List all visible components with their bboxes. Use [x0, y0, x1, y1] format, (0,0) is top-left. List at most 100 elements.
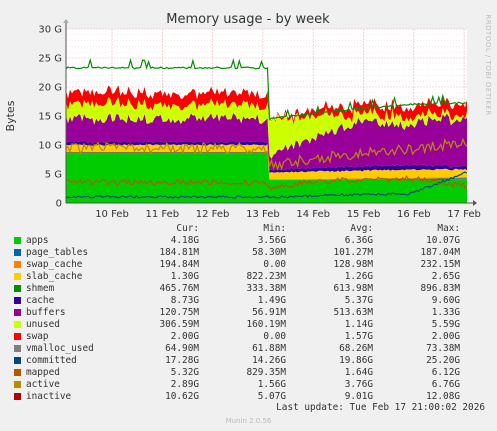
legend-name: committed — [26, 354, 77, 366]
legend-max: 10.07G — [426, 234, 460, 246]
header-avg: Avg: — [350, 222, 373, 234]
legend-cur: 17.28G — [165, 354, 199, 366]
legend-row-apps: apps 4.18G 3.56G 6.36G 10.07G — [14, 234, 492, 246]
legend-name: swap_cache — [26, 258, 83, 270]
legend-avg: 1.64G — [344, 366, 373, 378]
legend-row-buffers: buffers 120.75M 56.91M 513.63M 1.33G — [14, 306, 492, 318]
legend-name: cache — [26, 294, 55, 306]
legend-swatch — [14, 308, 21, 316]
legend-swatch — [14, 296, 21, 304]
legend-max: 73.38M — [426, 342, 460, 354]
legend-row-swap-cache: swap_cache 194.84M 0.00 128.98M 232.15M — [14, 258, 492, 270]
legend-name: shmem — [26, 282, 55, 294]
area-apps — [66, 153, 467, 203]
legend-max: 232.15M — [420, 258, 460, 270]
legend-max: 12.08G — [426, 390, 460, 402]
legend-avg: 1.26G — [344, 270, 373, 282]
legend-avg: 3.76G — [344, 378, 373, 390]
legend-avg: 1.57G — [344, 330, 373, 342]
legend: Cur: Min: Avg: Max: apps 4.18G 3.56G 6.36G 1… — [14, 222, 492, 402]
rrdtool-credit: RRDTOOL / TOBI OETIKER — [484, 14, 492, 115]
legend-cur: 2.89G — [170, 378, 199, 390]
legend-max: 9.60G — [431, 294, 460, 306]
legend-avg: 5.37G — [344, 294, 373, 306]
legend-swatch — [14, 332, 21, 340]
legend-swatch — [14, 380, 21, 388]
legend-min: 14.26G — [252, 354, 286, 366]
legend-min: 58.30M — [252, 246, 286, 258]
line-inactive — [65, 137, 468, 171]
legend-name: buffers — [26, 306, 66, 318]
x-axis-arrow-icon — [473, 200, 477, 206]
legend-swatch — [14, 344, 21, 352]
y-tick-label: 0 — [56, 199, 62, 210]
legend-max: 6.12G — [431, 366, 460, 378]
legend-name: apps — [26, 234, 49, 246]
legend-max: 896.83M — [420, 282, 460, 294]
legend-name: swap — [26, 330, 49, 342]
legend-max: 2.65G — [431, 270, 460, 282]
y-tick-label: 5 G — [45, 170, 62, 181]
legend-max: 2.00G — [431, 330, 460, 342]
line-committed — [65, 57, 468, 121]
legend-name: slab_cache — [26, 270, 83, 282]
last-update: Last update: Tue Feb 17 21:00:02 2026 — [276, 402, 485, 413]
legend-cur: 465.76M — [159, 282, 199, 294]
legend-swatch — [14, 272, 21, 280]
legend-cur: 5.32G — [170, 366, 199, 378]
legend-min: 0.00 — [263, 258, 286, 270]
legend-row-vmalloc-used: vmalloc_used 64.90M 61.88M 68.26M 73.38M — [14, 342, 492, 354]
legend-max: 25.20G — [426, 354, 460, 366]
legend-row-active: active 2.89G 1.56G 3.76G 6.76G — [14, 378, 492, 390]
legend-name: vmalloc_used — [26, 342, 94, 354]
legend-row-shmem: shmem 465.76M 333.38M 613.98M 896.83M — [14, 282, 492, 294]
legend-cur: 2.00G — [170, 330, 199, 342]
legend-avg: 128.98M — [333, 258, 373, 270]
legend-cur: 10.62G — [165, 390, 199, 402]
legend-swatch — [14, 236, 21, 244]
header-cur: Cur: — [176, 222, 199, 234]
area-cache — [66, 113, 467, 171]
legend-swatch — [14, 248, 21, 256]
legend-cur: 4.18G — [170, 234, 199, 246]
legend-row-slab-cache: slab_cache 1.30G 822.23M 1.26G 2.65G — [14, 270, 492, 282]
legend-swatch — [14, 392, 21, 400]
munin-version: Munin 2.0.56 — [225, 417, 272, 425]
line-mapped — [65, 171, 468, 199]
memory-chart: 0 5 G 10 G 15 G 20 G 25 G 30 G 10 Feb 11 Feb 12 F… — [4, 12, 492, 220]
legend-avg: 19.86G — [339, 354, 373, 366]
line-active — [65, 175, 468, 192]
legend-avg: 613.98M — [333, 282, 373, 294]
stacked-areas — [66, 85, 467, 203]
legend-cur: 184.81M — [159, 246, 199, 258]
legend-name: mapped — [26, 366, 60, 378]
legend-min: 1.49G — [257, 294, 286, 306]
legend-name: active — [26, 378, 60, 390]
line-series — [65, 57, 468, 199]
legend-cur: 64.90M — [165, 342, 199, 354]
area-unused — [66, 97, 467, 154]
legend-max: 187.04M — [420, 246, 460, 258]
y-axis-label: Bytes — [4, 100, 17, 131]
legend-max: 6.76G — [431, 378, 460, 390]
legend-row-mapped: mapped 5.32G 829.35M 1.64G 6.12G — [14, 366, 492, 378]
legend-row-cache: cache 8.73G 1.49G 5.37G 9.60G — [14, 294, 492, 306]
legend-swatch — [14, 320, 21, 328]
legend-min: 3.56G — [257, 234, 286, 246]
legend-swatch — [14, 260, 21, 268]
x-tick-label: 10 Feb — [95, 209, 129, 220]
x-tick-label: 15 Feb — [347, 209, 381, 220]
y-tick-label: 25 G — [38, 54, 62, 65]
legend-min: 160.19M — [246, 318, 286, 330]
legend-row-committed: committed 17.28G 14.26G 19.86G 25.20G — [14, 354, 492, 366]
x-tick-label: 12 Feb — [196, 209, 230, 220]
legend-row-page-tables: page_tables 184.81M 58.30M 101.27M 187.04M — [14, 246, 492, 258]
legend-cur: 8.73G — [170, 294, 199, 306]
legend-min: 5.07G — [257, 390, 286, 402]
legend-cur: 1.30G — [170, 270, 199, 282]
legend-min: 61.88M — [252, 342, 286, 354]
legend-name: page_tables — [26, 246, 89, 258]
x-tick-label: 11 Feb — [145, 209, 179, 220]
legend-avg: 101.27M — [333, 246, 373, 258]
x-tick-label: 14 Feb — [296, 209, 330, 220]
